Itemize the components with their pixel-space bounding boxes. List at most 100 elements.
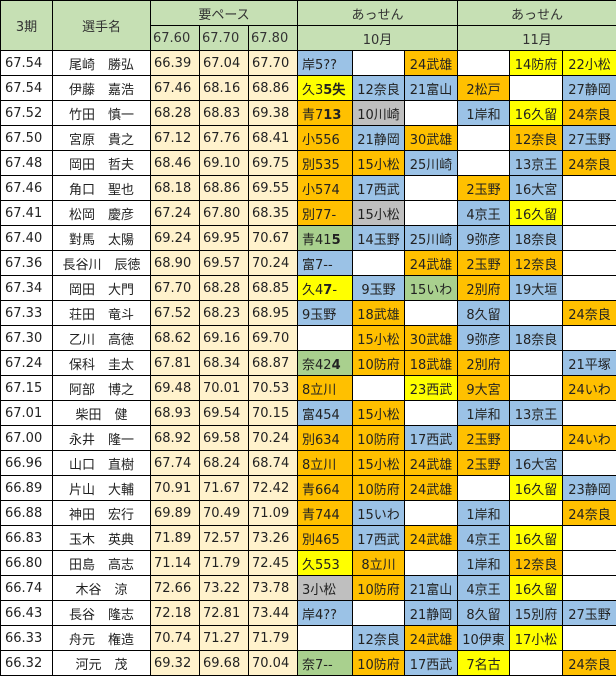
assen-text: 15いわ [409, 282, 453, 298]
assen-cell: 16久留 [509, 575, 564, 601]
assen-text: 1岸和 [466, 107, 501, 123]
assen-cell: 14玉野 [352, 225, 406, 251]
assen-cell: 24武雄 [404, 250, 459, 276]
pace-cell: 68.62 [150, 325, 200, 351]
score-cell: 66.74 [0, 575, 53, 601]
assen-text: 奈42 [302, 357, 332, 373]
player-name-cell: 永井 隆一 [52, 425, 151, 451]
assen-text: 別77- [302, 207, 337, 223]
assen-text: 別465 [302, 532, 340, 548]
assen-cell [509, 375, 564, 401]
assen-cell: 18武雄 [352, 300, 406, 326]
score-cell: 67.33 [0, 300, 53, 326]
pace-cell: 70.91 [150, 475, 200, 501]
pace-cell: 68.46 [150, 150, 200, 176]
pace-cell: 67.52 [150, 300, 200, 326]
assen-text: 24奈良 [568, 657, 611, 673]
player-name-cell: 竹田 慎一 [52, 100, 151, 126]
assen-text: 14玉野 [357, 232, 400, 248]
assen-cell: 30武雄 [404, 125, 459, 151]
assen-cell [562, 225, 616, 251]
score-cell: 67.50 [0, 125, 53, 151]
assen-text: 23西武 [409, 382, 453, 398]
assen-text: 9玉野 [361, 282, 396, 298]
table-body: 67.54 尾崎 勝弘 66.39 67.04 67.70 岸5?? 24武雄 14防府 22小… [0, 50, 616, 676]
assen-cell: 17西武 [404, 425, 459, 451]
pace-cell: 70.15 [247, 400, 299, 426]
assen-cell: 24奈良 [562, 100, 616, 126]
pace-cell: 68.86 [199, 175, 249, 201]
pace-cell: 71.89 [150, 525, 200, 551]
table-row: 67.33 荘田 竜斗 67.52 68.23 68.95 9玉野 18武雄 8久留 24奈良 [0, 300, 616, 326]
assen-text: 24奈良 [568, 157, 611, 173]
assen-text: 15小松 [357, 207, 400, 223]
assen-text: 24いわ [568, 432, 611, 448]
assen-text: 奈7-- [302, 657, 333, 673]
player-name-cell: 木谷 涼 [52, 575, 151, 601]
pace-cell: 71.14 [150, 550, 200, 576]
assen-text: 久3 [302, 82, 324, 98]
assen-cell [509, 650, 564, 676]
assen-cell: 27静岡 [562, 75, 616, 101]
pace-cell: 69.58 [199, 425, 249, 451]
score-cell: 66.80 [0, 550, 53, 576]
table-row: 66.83 玉木 英典 71.89 72.57 73.26 別465 17西武 24武雄 4京王… [0, 525, 616, 551]
score-cell: 67.52 [0, 100, 53, 126]
table-row: 67.52 竹田 慎一 68.28 68.83 69.38 青713 10川崎 1岸和 16久留… [0, 100, 616, 126]
assen-cell: 16久留 [509, 100, 564, 126]
assen-text: 16久留 [514, 107, 558, 123]
pace-cell: 73.26 [247, 525, 299, 551]
assen-text: 24奈良 [568, 307, 611, 323]
assen-cell: 24武雄 [404, 625, 459, 651]
table-row: 66.33 舟元 権造 70.74 71.27 71.79 12奈良 24武雄 10伊東 17小… [0, 625, 616, 651]
assen-cell [404, 100, 459, 126]
pace-cell: 69.75 [247, 150, 299, 176]
assen-cell: 3小松 [297, 575, 354, 601]
assen-cell: 15小松 [352, 325, 406, 351]
pace-cell: 69.24 [150, 225, 200, 251]
pace-cell: 73.22 [199, 575, 249, 601]
assen-cell: 24武雄 [404, 475, 459, 501]
table-row: 66.74 木谷 涼 72.66 73.22 73.78 3小松 10防府 21富山 4京王 16… [0, 575, 616, 601]
assen-cell: 2別府 [457, 350, 511, 376]
assen-text: 15小松 [357, 407, 400, 423]
assen-text: 2玉野 [466, 182, 501, 198]
pace-cell: 68.93 [150, 400, 200, 426]
assen-cell: 別465 [297, 525, 354, 551]
assen-cell: 24奈良 [562, 150, 616, 176]
assen-cell: 久47- [297, 275, 354, 301]
score-cell: 67.54 [0, 50, 53, 76]
assen-text: 青744 [302, 507, 340, 523]
assen-cell: 久35失 [297, 75, 354, 101]
assen-text: 9弥彦 [466, 332, 501, 348]
assen-cell [509, 425, 564, 451]
assen-text: 4京王 [466, 207, 501, 223]
assen-cell: 10防府 [352, 425, 406, 451]
score-cell: 67.48 [0, 150, 53, 176]
assen-cell: 8久留 [457, 600, 511, 626]
assen-cell: 8立川 [297, 450, 354, 476]
assen-cell: 2別府 [457, 275, 511, 301]
pace-cell: 69.95 [199, 225, 249, 251]
pace-cell: 69.16 [199, 325, 249, 351]
assen-cell: 24いわ [562, 425, 616, 451]
player-name-cell: 柴田 健 [52, 400, 151, 426]
assen-text: 24武雄 [409, 632, 453, 648]
pace-cell: 67.46 [150, 75, 200, 101]
assen-text: 19大垣 [514, 282, 558, 298]
assen-text: 10防府 [357, 657, 400, 673]
player-name-cell: 岡田 哲夫 [52, 150, 151, 176]
assen-text: 10防府 [357, 582, 400, 598]
assen-bold-text: 5 [331, 232, 341, 248]
assen-text: 21静岡 [409, 607, 453, 623]
assen-cell [509, 300, 564, 326]
assen-text: 16久留 [514, 482, 558, 498]
assen-text: 10防府 [357, 357, 400, 373]
assen-text: 23静岡 [568, 482, 611, 498]
assen-text: 24武雄 [409, 257, 453, 273]
score-cell: 66.32 [0, 650, 53, 676]
assen-text: 1岸和 [466, 407, 501, 423]
pace-cell: 70.01 [199, 375, 249, 401]
assen-text: 12奈良 [514, 557, 558, 573]
